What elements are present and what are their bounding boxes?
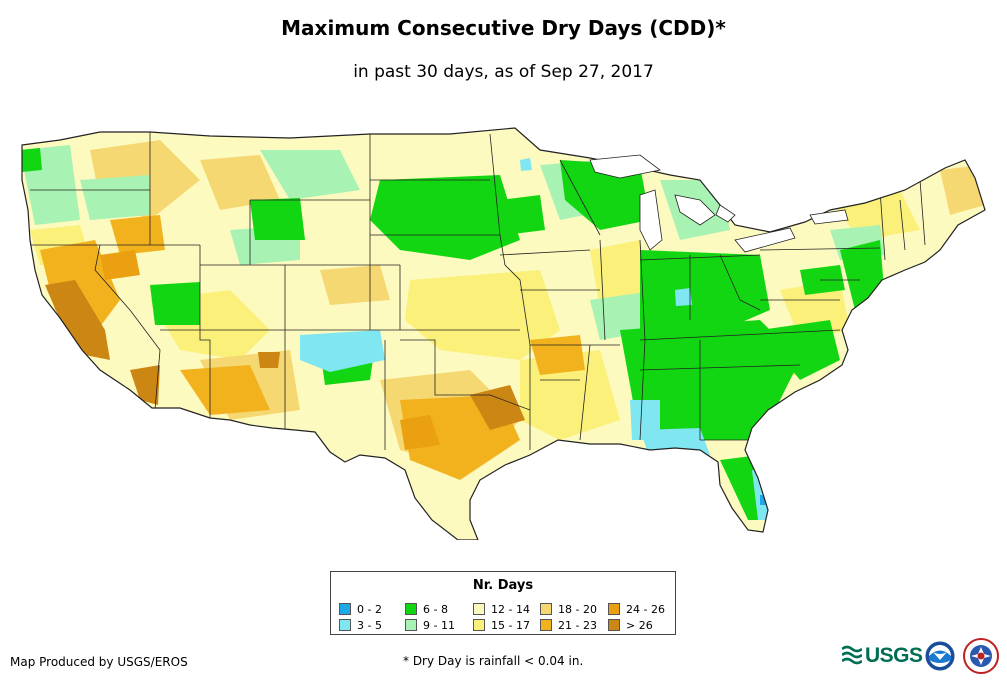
dry-day-footnote: * Dry Day is rainfall < 0.04 in. [403, 654, 584, 668]
legend-title: Nr. Days [472, 578, 534, 593]
legend-swatch [473, 603, 485, 615]
legend-swatch [339, 619, 351, 631]
legend-swatch [608, 603, 620, 615]
noaa-icon [924, 640, 956, 672]
map-title: Maximum Consecutive Dry Days (CDD)* [281, 16, 726, 40]
legend: Nr. Days 0 - 2 3 - 5 6 - 8 9 - 11 12 - 1… [330, 571, 676, 635]
legend-item: 21 - 23 [540, 619, 597, 632]
legend-label: 12 - 14 [491, 603, 530, 616]
legend-label: 3 - 5 [357, 619, 382, 632]
legend-swatch [540, 619, 552, 631]
legend-label: 15 - 17 [491, 619, 530, 632]
legend-swatch [608, 619, 620, 631]
legend-label: 6 - 8 [423, 603, 448, 616]
legend-item: > 26 [608, 619, 653, 632]
legend-item: 15 - 17 [473, 619, 530, 632]
legend-item: 12 - 14 [473, 603, 530, 616]
usgs-logo-text: USGS [865, 644, 923, 667]
legend-swatch [540, 603, 552, 615]
legend-label: > 26 [626, 619, 653, 632]
legend-label: 0 - 2 [357, 603, 382, 616]
legend-label: 18 - 20 [558, 603, 597, 616]
us-cdd-map [21, 127, 986, 540]
usgs-wave-icon [842, 645, 862, 665]
legend-swatch [405, 619, 417, 631]
legend-label: 21 - 23 [558, 619, 597, 632]
usgs-logo: USGS [842, 642, 923, 670]
legend-swatch [405, 603, 417, 615]
nws-icon [963, 638, 999, 674]
legend-item: 3 - 5 [339, 619, 382, 632]
legend-item: 6 - 8 [405, 603, 448, 616]
legend-item: 18 - 20 [540, 603, 597, 616]
legend-item: 24 - 26 [608, 603, 665, 616]
legend-label: 24 - 26 [626, 603, 665, 616]
legend-swatch [339, 603, 351, 615]
legend-swatch [473, 619, 485, 631]
legend-label: 9 - 11 [423, 619, 455, 632]
legend-item: 0 - 2 [339, 603, 382, 616]
map-subtitle: in past 30 days, as of Sep 27, 2017 [353, 62, 654, 82]
legend-item: 9 - 11 [405, 619, 455, 632]
map-credit: Map Produced by USGS/EROS [10, 655, 188, 669]
